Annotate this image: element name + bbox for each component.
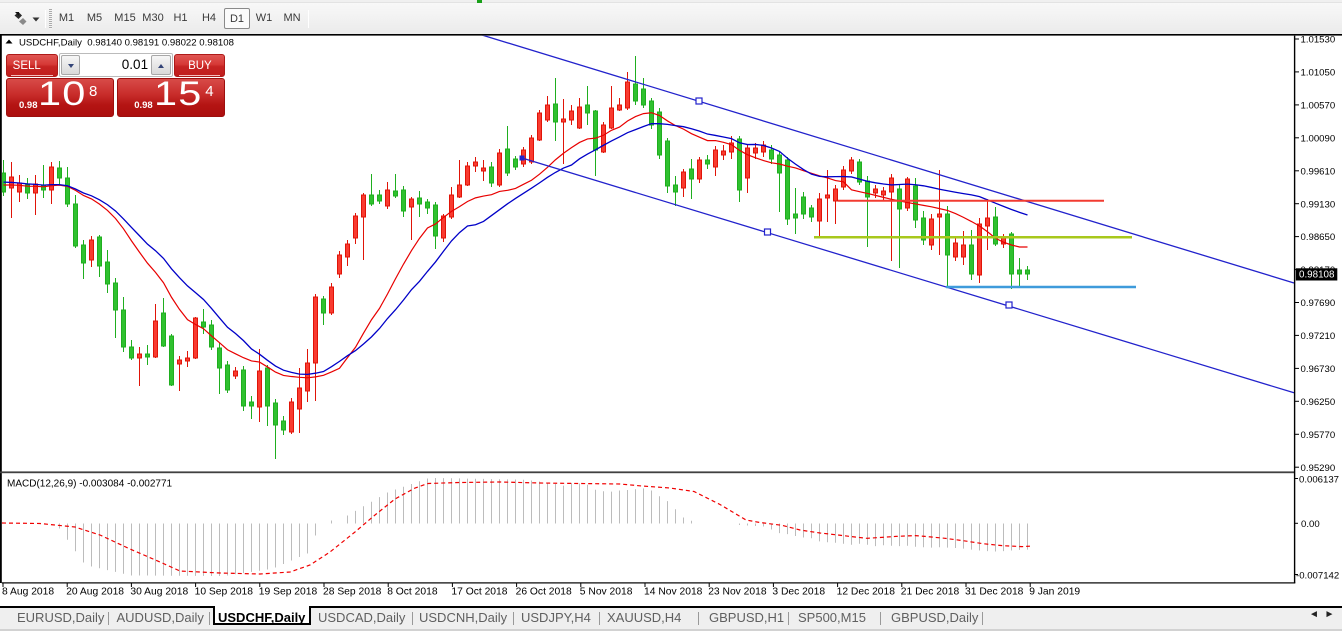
svg-text:9 Jan 2019: 9 Jan 2019 bbox=[1029, 587, 1080, 598]
svg-text:17 Oct 2018: 17 Oct 2018 bbox=[451, 587, 507, 598]
svg-text:1.00090: 1.00090 bbox=[1301, 133, 1336, 144]
svg-text:23 Nov 2018: 23 Nov 2018 bbox=[708, 587, 767, 598]
svg-text:0.97210: 0.97210 bbox=[1301, 331, 1336, 342]
svg-text:0.99610: 0.99610 bbox=[1301, 166, 1336, 177]
svg-text:MACD(12,26,9) -0.003084 -0.002: MACD(12,26,9) -0.003084 -0.002771 bbox=[7, 479, 173, 490]
svg-text:0.96250: 0.96250 bbox=[1301, 397, 1336, 408]
svg-text:8 Aug 2018: 8 Aug 2018 bbox=[2, 587, 54, 598]
svg-text:12 Dec 2018: 12 Dec 2018 bbox=[837, 587, 896, 598]
svg-text:19 Sep 2018: 19 Sep 2018 bbox=[259, 587, 318, 598]
svg-text:21 Dec 2018: 21 Dec 2018 bbox=[901, 587, 960, 598]
svg-text:1.01530: 1.01530 bbox=[1301, 35, 1336, 46]
svg-text:-0.007142: -0.007142 bbox=[1296, 570, 1339, 581]
svg-text:0.00: 0.00 bbox=[1301, 519, 1320, 530]
svg-text:USDCHF,Daily 0.98140 0.98191: USDCHF,Daily 0.98140 0.98191 0.98022 0.9… bbox=[19, 37, 234, 48]
svg-text:0.98650: 0.98650 bbox=[1301, 232, 1336, 243]
svg-text:0.95770: 0.95770 bbox=[1301, 430, 1336, 441]
svg-text:20 Aug 2018: 20 Aug 2018 bbox=[66, 587, 124, 598]
svg-text:26 Oct 2018: 26 Oct 2018 bbox=[516, 587, 572, 598]
svg-text:30 Aug 2018: 30 Aug 2018 bbox=[130, 587, 188, 598]
svg-text:5 Nov 2018: 5 Nov 2018 bbox=[580, 587, 633, 598]
svg-text:1.00570: 1.00570 bbox=[1301, 101, 1336, 112]
svg-text:0.006137: 0.006137 bbox=[1299, 474, 1339, 485]
svg-text:0.99130: 0.99130 bbox=[1301, 199, 1336, 210]
svg-text:3 Dec 2018: 3 Dec 2018 bbox=[772, 587, 825, 598]
svg-text:0.95290: 0.95290 bbox=[1301, 463, 1336, 474]
svg-text:10 Sep 2018: 10 Sep 2018 bbox=[195, 587, 254, 598]
svg-text:0.98108: 0.98108 bbox=[1299, 270, 1335, 281]
svg-text:28 Sep 2018: 28 Sep 2018 bbox=[323, 587, 382, 598]
svg-text:1.01050: 1.01050 bbox=[1301, 68, 1336, 79]
svg-text:8 Oct 2018: 8 Oct 2018 bbox=[387, 587, 438, 598]
svg-text:0.96730: 0.96730 bbox=[1301, 364, 1336, 375]
svg-text:14 Nov 2018: 14 Nov 2018 bbox=[644, 587, 703, 598]
svg-text:31 Dec 2018: 31 Dec 2018 bbox=[965, 587, 1024, 598]
svg-text:0.97690: 0.97690 bbox=[1301, 298, 1336, 309]
